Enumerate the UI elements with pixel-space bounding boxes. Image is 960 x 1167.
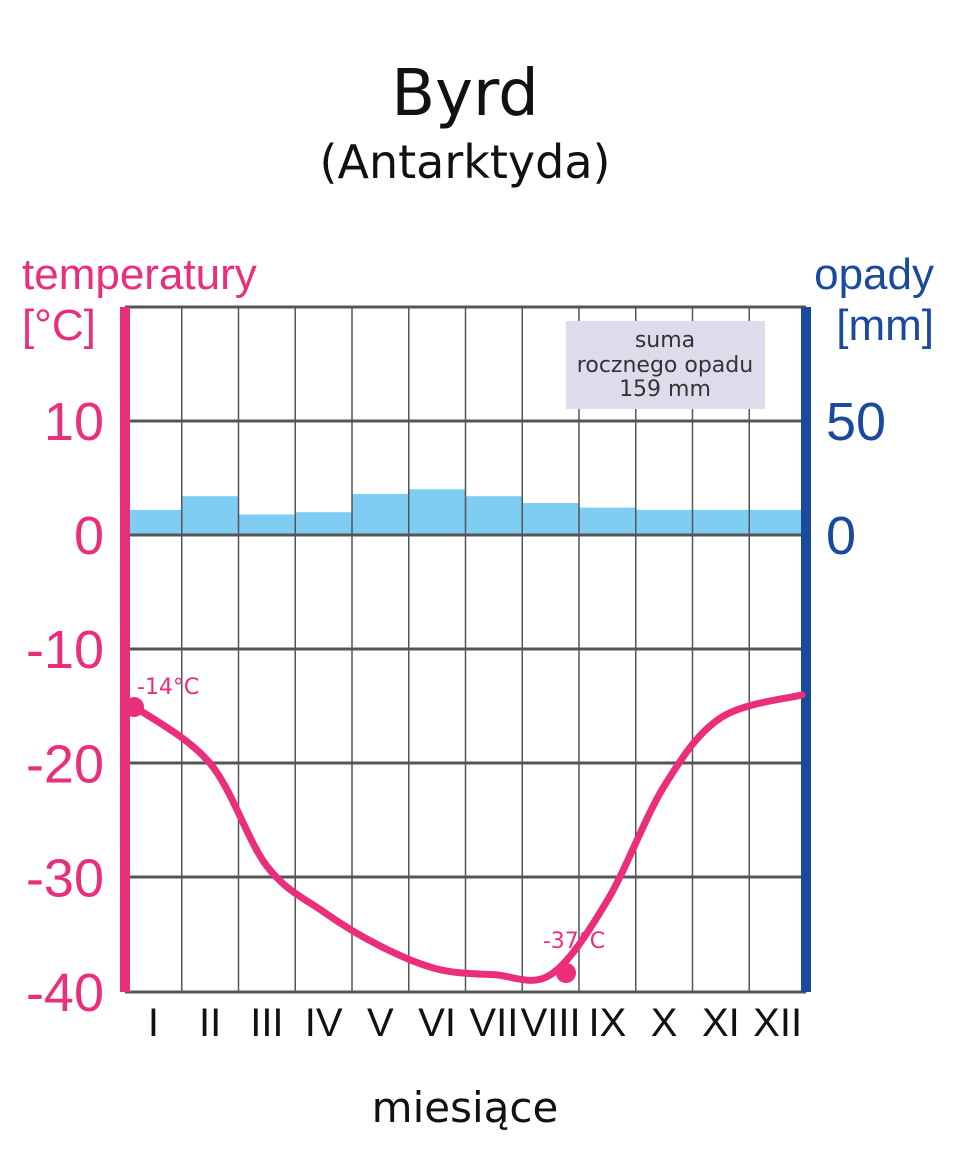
month-label-IX: IX [588, 1001, 626, 1045]
temperature-tick-label: 10 [44, 392, 104, 452]
temperature-tick-label: -30 [26, 849, 104, 909]
temperature-ticks: 10 0 -10 -20 -30 -40 [26, 392, 104, 1023]
annual-total-line1: suma [635, 328, 695, 353]
temperature-tick-label: 0 [74, 506, 104, 566]
month-labels: I II III IV V VI VII VIII IX X XI XII [148, 1001, 802, 1045]
precipitation-ticks: 50 0 [826, 392, 886, 566]
temperature-tick-label: -10 [26, 620, 104, 680]
month-label-VII: VII [469, 1001, 518, 1045]
precipitation-bars [125, 489, 806, 535]
min-temperature-point [556, 963, 576, 983]
month-label-XI: XI [702, 1001, 740, 1045]
chart-subtitle: (Antarktyda) [320, 135, 611, 189]
month-label-X: X [651, 1001, 678, 1045]
temperature-axis-title: temperatury [22, 250, 257, 299]
precipitation-tick-label: 0 [826, 506, 856, 566]
month-label-III: III [250, 1001, 283, 1045]
precipitation-axis-title: opady [814, 250, 934, 299]
precipitation-tick-label: 50 [826, 392, 886, 452]
precipitation-bar-IX [579, 507, 636, 535]
min-temperature-label: -37°C [543, 929, 605, 954]
precipitation-bar-III [238, 514, 296, 535]
precipitation-bar-VI [408, 489, 466, 535]
temperature-axis-unit: [°C] [22, 301, 96, 350]
precipitation-bar-IV [295, 512, 352, 535]
precipitation-bar-XII [749, 509, 806, 535]
temperature-tick-label: -40 [26, 963, 104, 1023]
precipitation-bar-II [181, 496, 239, 535]
month-label-V: V [367, 1001, 394, 1045]
annual-total-box [566, 321, 765, 409]
temperature-tick-label: -20 [26, 734, 104, 794]
x-axis-label: miesiące [372, 1083, 559, 1132]
precipitation-bar-VII [465, 496, 523, 535]
max-temperature-point [124, 697, 144, 717]
chart-grid [125, 305, 806, 994]
month-label-VI: VI [418, 1001, 456, 1045]
month-label-XII: XII [753, 1001, 802, 1045]
max-temperature-label: -14°C [137, 675, 199, 700]
annual-total-line2: rocznego opadu [577, 353, 753, 378]
month-label-IV: IV [305, 1001, 343, 1045]
precipitation-bar-V [352, 493, 409, 535]
chart-title: Byrd [391, 57, 539, 131]
precipitation-bar-VIII [522, 503, 579, 535]
month-label-I: I [148, 1001, 159, 1045]
month-label-II: II [199, 1001, 221, 1045]
precipitation-bar-X [635, 509, 693, 535]
precipitation-axis-unit: [mm] [836, 301, 934, 350]
precipitation-bar-XI [692, 509, 750, 535]
temperature-line [130, 691, 806, 984]
annual-total-line3: 159 mm [619, 377, 711, 402]
month-label-VIII: VIII [521, 1001, 581, 1045]
precipitation-bar-I [125, 509, 182, 535]
